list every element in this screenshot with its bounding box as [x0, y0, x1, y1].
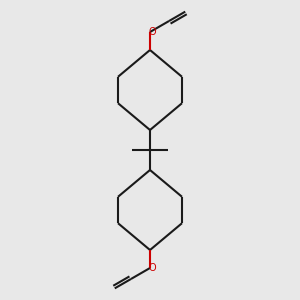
Text: O: O — [148, 27, 156, 37]
Text: O: O — [148, 263, 156, 273]
